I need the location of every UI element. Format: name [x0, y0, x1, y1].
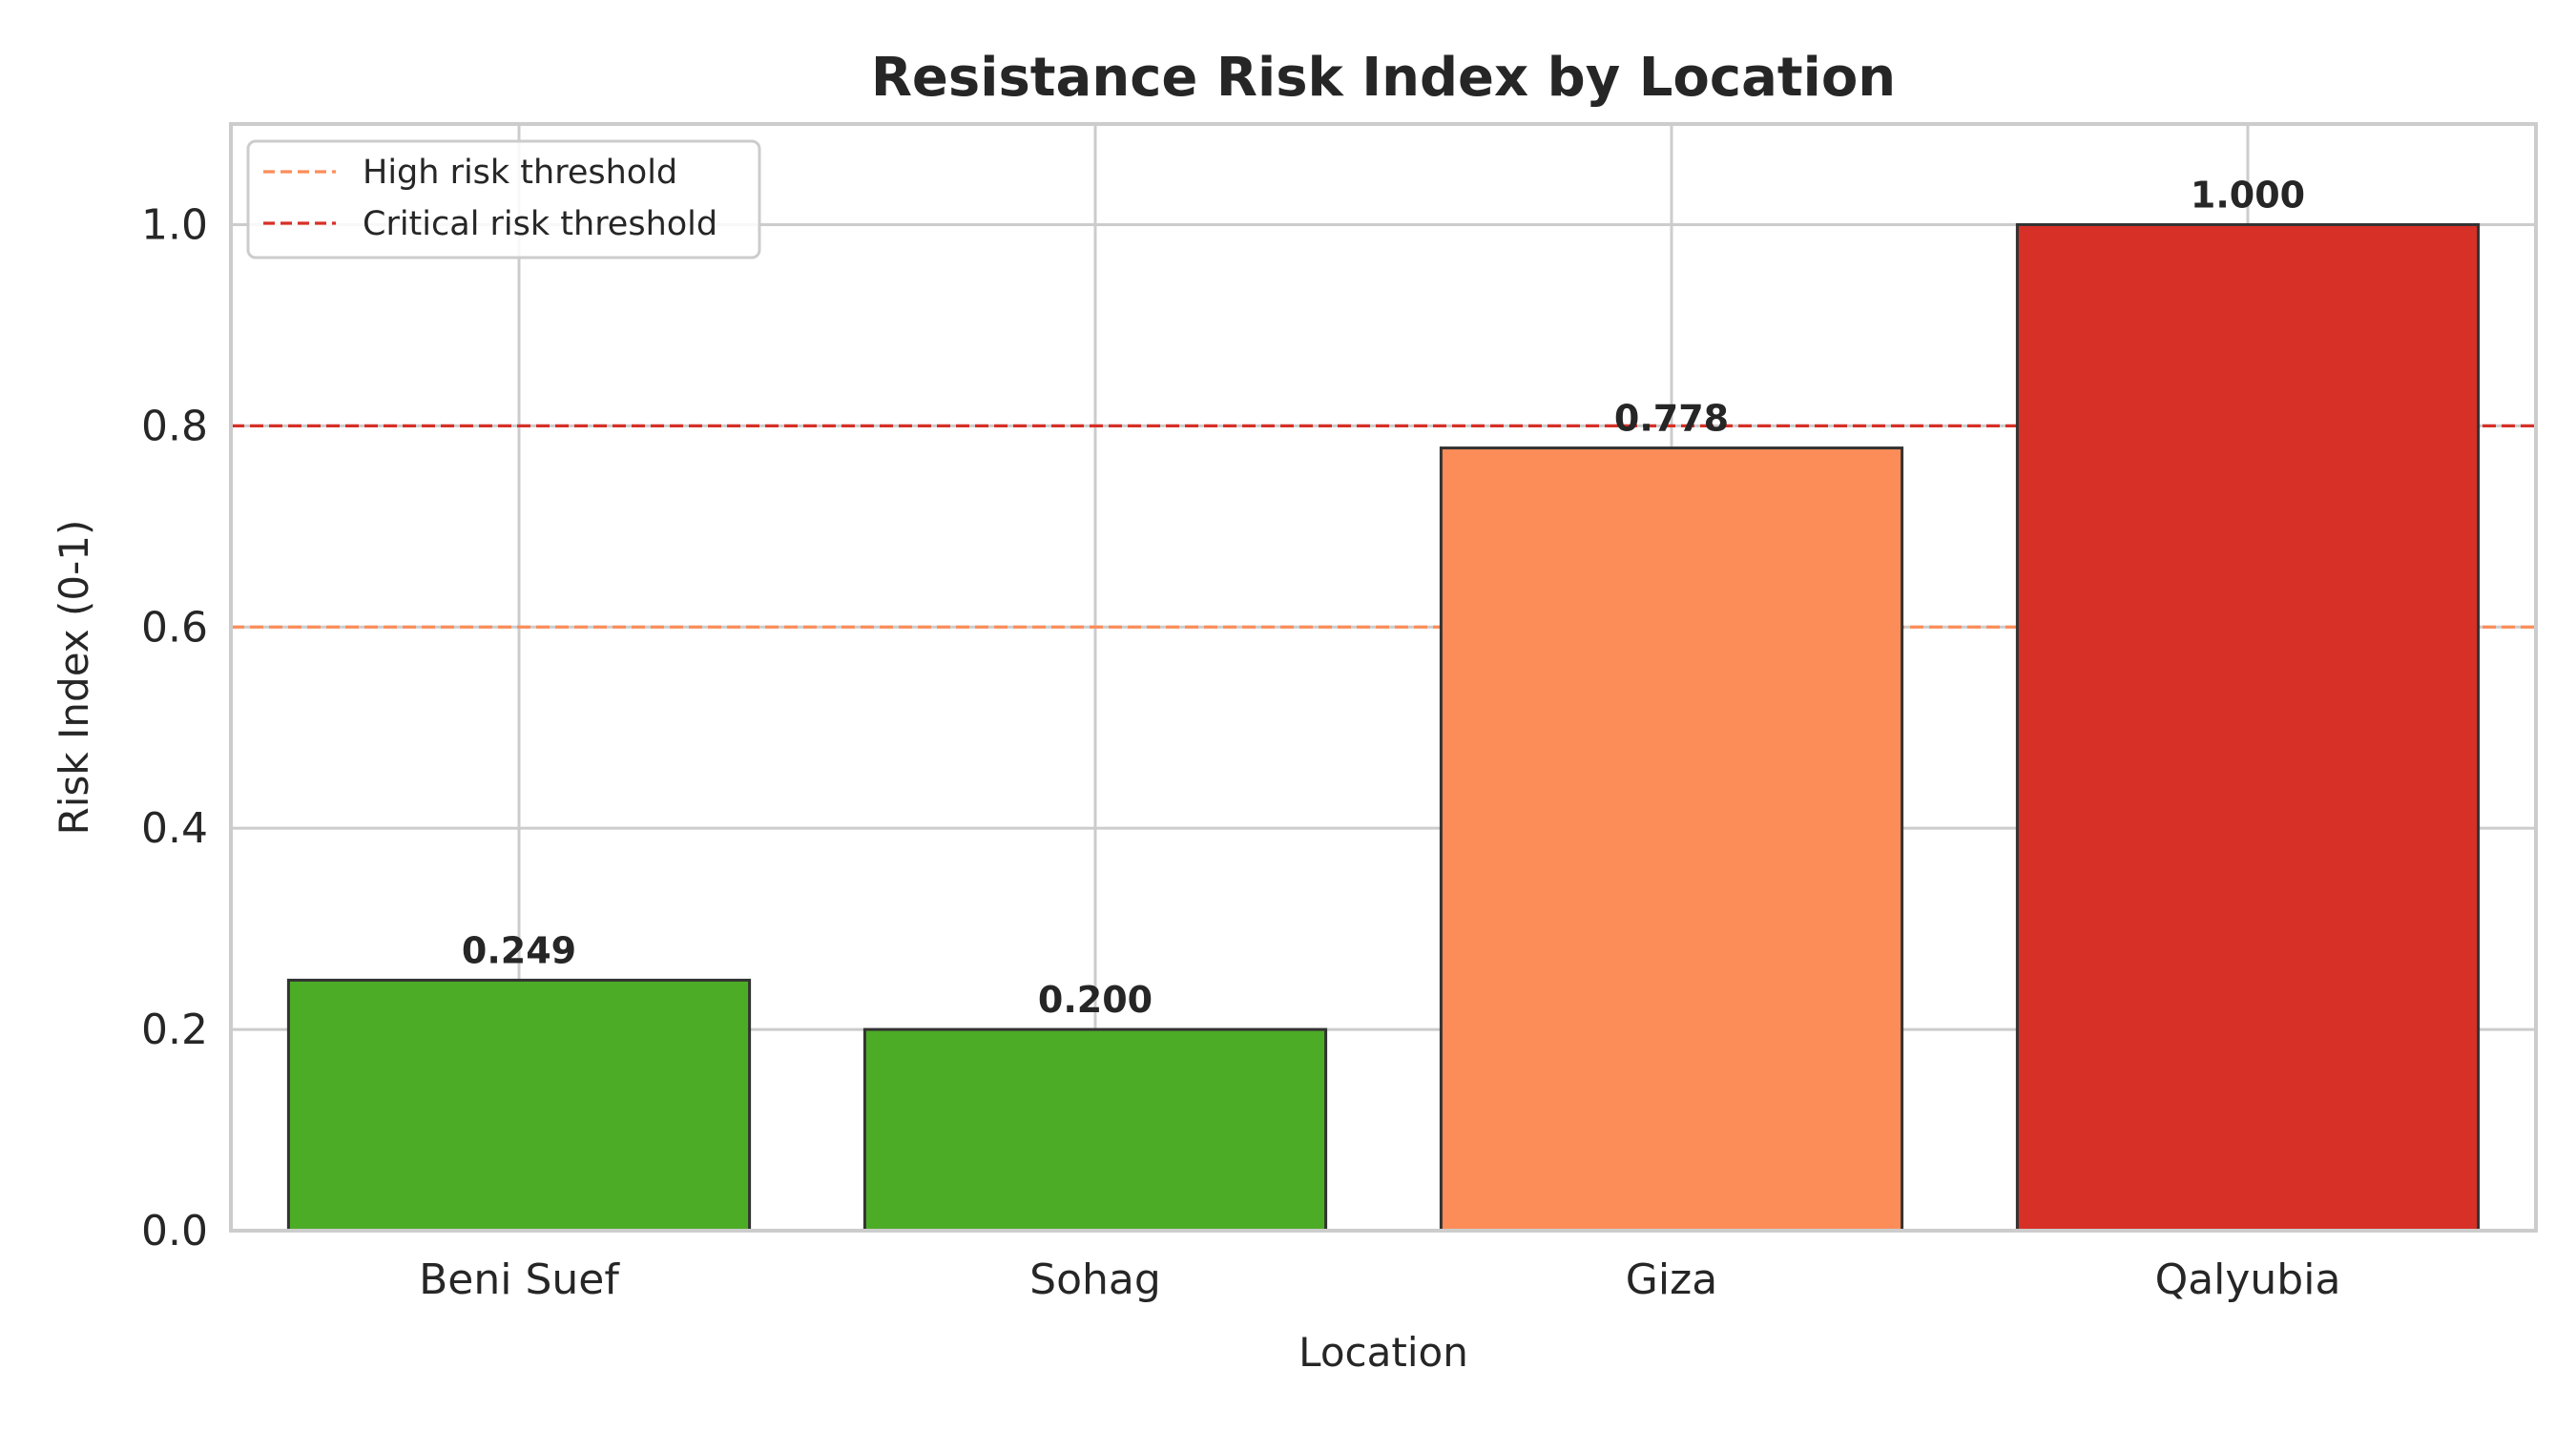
- legend: High risk threshold Critical risk thresho…: [246, 139, 761, 259]
- legend-entry-label: Critical risk threshold: [363, 205, 717, 243]
- bar: [862, 1027, 1328, 1233]
- y-tick-label: 0.6: [141, 603, 208, 652]
- bars: [286, 222, 2481, 1233]
- x-tick-labels: Beni Suef Sohag Giza Qalyubia: [419, 1255, 2340, 1304]
- plot-frame: [229, 122, 2538, 1233]
- x-tick-label: Giza: [1626, 1255, 1717, 1304]
- legend-items: High risk threshold Critical risk thresho…: [263, 154, 717, 243]
- bar: [286, 978, 752, 1233]
- chart-title: Resistance Risk Index by Location: [871, 47, 1896, 109]
- x-tick-label: Beni Suef: [419, 1255, 620, 1304]
- data-label: 0.249: [462, 929, 576, 971]
- data-label: 0.200: [1038, 979, 1153, 1021]
- x-tick-label: Qalyubia: [2155, 1255, 2341, 1304]
- data-label: 1.000: [2191, 174, 2305, 216]
- bar: [1439, 446, 1904, 1233]
- y-tick-label: 0.0: [141, 1207, 208, 1255]
- data-labels: 0.249 0.200 0.778 1.000: [462, 174, 2305, 1021]
- y-tick-label: 0.8: [141, 402, 208, 450]
- y-tick-labels: 0.0 0.2 0.4 0.6 0.8 1.0: [141, 200, 208, 1255]
- legend-box: [246, 139, 761, 259]
- y-tick-label: 0.2: [141, 1006, 208, 1054]
- bar: [2015, 222, 2481, 1233]
- x-axis-label: Location: [1298, 1329, 1468, 1376]
- y-tick-label: 1.0: [141, 200, 208, 249]
- legend-entry-label: High risk threshold: [363, 154, 677, 192]
- y-axis-label: Risk Index (0-1): [51, 520, 97, 836]
- data-label: 0.778: [1614, 398, 1729, 440]
- x-tick-label: Sohag: [1029, 1255, 1161, 1304]
- y-tick-label: 0.4: [141, 804, 208, 853]
